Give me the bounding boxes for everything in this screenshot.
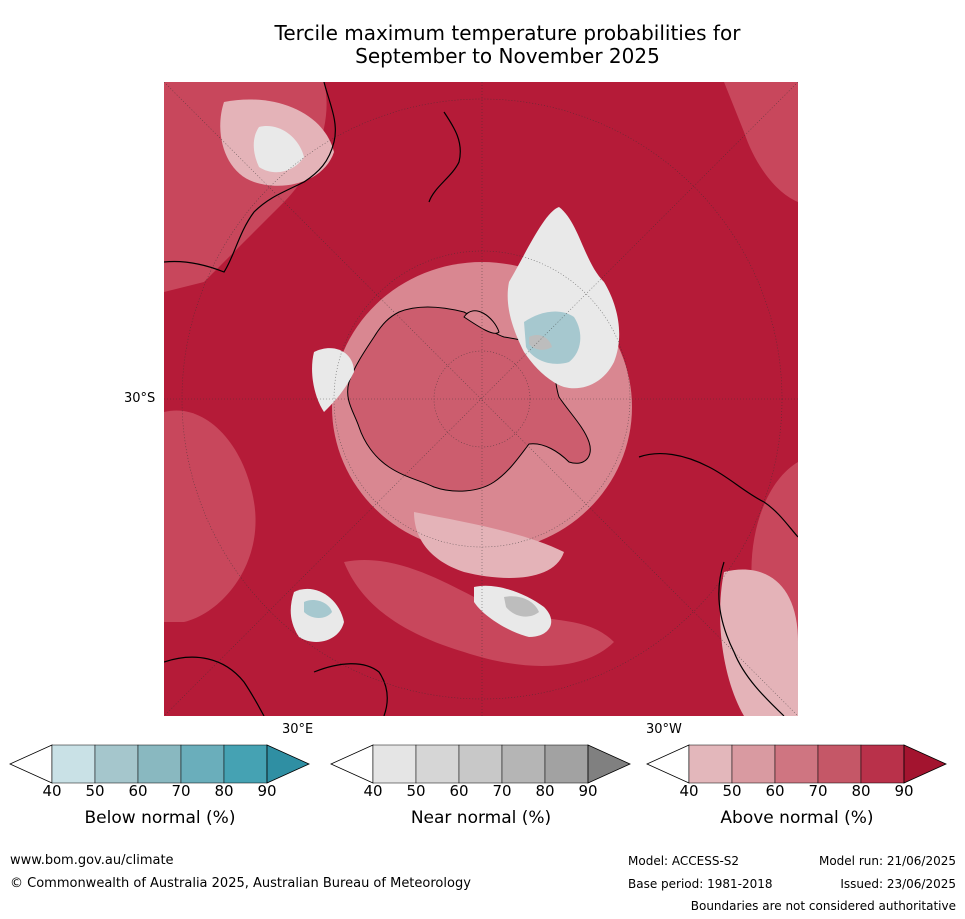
model-text: Model: ACCESS-S2 [628,854,740,868]
below-normal-tick-label: 80 [214,782,234,800]
longitude-label-30w: 30°W [646,722,682,737]
below-normal-tick-label: 70 [171,782,191,800]
below-normal-segment [94,744,139,784]
below-normal-tick-label: 90 [257,782,277,800]
near-normal-tick-label: 80 [535,782,555,800]
near-normal-segment [458,744,503,784]
below-normal-over-arrow [266,744,310,784]
near-normal-over-arrow [587,744,631,784]
graticule [164,82,798,716]
above-normal-label: Above normal (%) [720,808,874,828]
near-normal-under-arrow [330,744,374,784]
title-line-1: Tercile maximum temperature probabilitie… [274,21,741,45]
above-normal-over-arrow [903,744,947,784]
above-normal-tick-label: 70 [808,782,828,800]
below-normal-segment [51,744,96,784]
above-normal-tick-label: 50 [722,782,742,800]
below-normal-segment [223,744,268,784]
model-run-text: Model run: 21/06/2025 [818,854,956,868]
near-normal-segment [415,744,460,784]
latitude-label-30s: 30°S [124,391,156,406]
map-title: Tercile maximum temperature probabilitie… [0,22,965,68]
above-normal-tick-label: 90 [894,782,914,800]
above-normal-segment [731,744,776,784]
near-normal-tick-label: 60 [449,782,469,800]
near-normal-tick-label: 40 [363,782,383,800]
copyright-text: © Commonwealth of Australia 2025, Austra… [10,876,471,891]
above-normal-pale-regions [220,99,798,716]
longitude-label-30e: 30°E [282,722,314,737]
near-normal-label: Near normal (%) [410,808,552,828]
title-line-2: September to November 2025 [355,44,660,68]
base-period-text: Base period: 1981-2018 [628,877,773,891]
above-normal-tick-label: 80 [851,782,871,800]
near-normal-tick-label: 50 [406,782,426,800]
above-normal-tick-label: 40 [679,782,699,800]
near-normal-colorbar [330,744,631,784]
bom-url-link[interactable]: www.bom.gov.au/climate [10,853,174,868]
below-normal-tick-label: 60 [128,782,148,800]
near-normal-grey-regions [504,335,552,617]
near-normal-segment [372,744,417,784]
colorbars [9,744,947,784]
above-normal-segment [688,744,733,784]
above-normal-segment [817,744,862,784]
below-normal-segment [180,744,225,784]
below-normal-segment [137,744,182,784]
probability-map [164,82,798,716]
near-normal-tick-label: 90 [578,782,598,800]
above-normal-under-arrow [646,744,690,784]
below-normal-regions [304,311,581,618]
below-normal-tick-label: 40 [42,782,62,800]
below-normal-colorbar [9,744,310,784]
above-normal-segment [774,744,819,784]
coastlines [164,82,798,716]
below-normal-label: Below normal (%) [84,808,236,828]
near-normal-segment [501,744,546,784]
disclaimer-text: Boundaries are not considered authoritat… [690,899,956,913]
near-normal-tick-label: 70 [492,782,512,800]
issued-text: Issued: 23/06/2025 [840,877,956,891]
above-normal-segment [860,744,905,784]
below-normal-under-arrow [9,744,53,784]
below-normal-tick-label: 50 [85,782,105,800]
near-normal-segment [544,744,589,784]
antarctic-peninsula [463,310,500,334]
above-normal-colorbar [646,744,947,784]
above-normal-tick-label: 60 [765,782,785,800]
